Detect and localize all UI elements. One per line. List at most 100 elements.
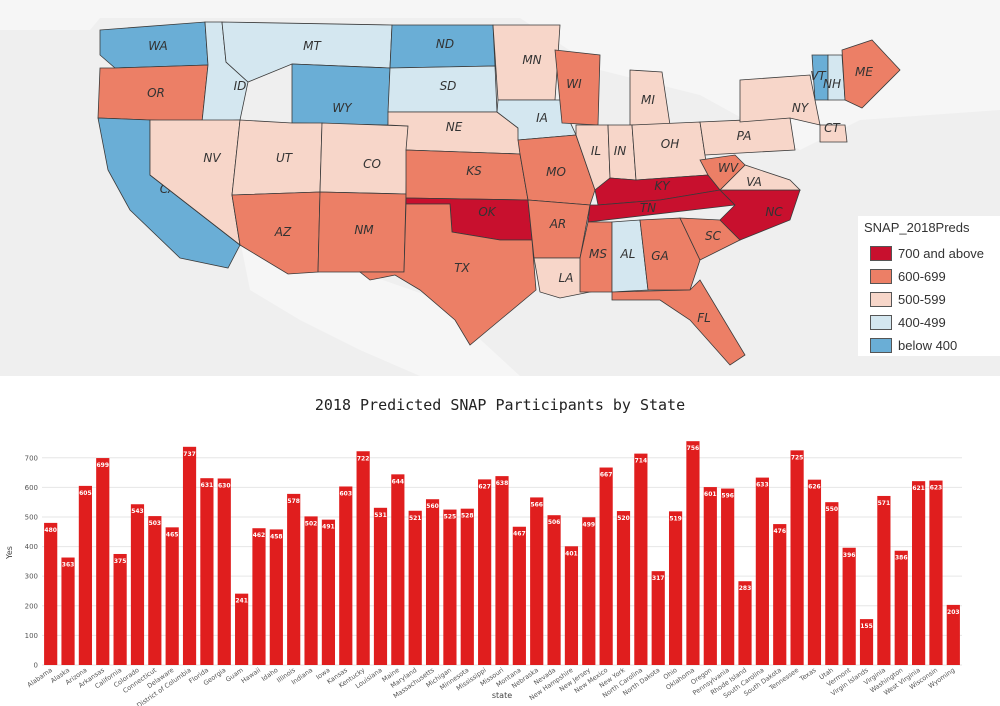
state-ny[interactable]: [739, 74, 821, 126]
bar[interactable]: [859, 619, 874, 665]
bar[interactable]: [478, 479, 492, 666]
bar-value-label: 203: [947, 609, 960, 616]
bar[interactable]: [61, 557, 75, 665]
state-label: IL: [591, 144, 601, 158]
bar[interactable]: [877, 495, 891, 665]
bar[interactable]: [495, 476, 509, 665]
bar[interactable]: [946, 604, 960, 665]
state-label: NV: [203, 151, 221, 165]
bar[interactable]: [842, 547, 856, 665]
legend-item[interactable]: 500-599: [870, 290, 946, 308]
bar[interactable]: [321, 519, 336, 665]
bar[interactable]: [651, 571, 665, 665]
bar[interactable]: [269, 529, 283, 665]
bar-value-label: 458: [270, 533, 283, 540]
bar[interactable]: [773, 524, 787, 665]
bar[interactable]: [634, 453, 648, 665]
bar-value-label: 633: [756, 482, 769, 489]
bar[interactable]: [217, 478, 231, 665]
bar[interactable]: [130, 504, 145, 665]
bar[interactable]: [78, 485, 92, 665]
bar[interactable]: [564, 546, 579, 665]
bar[interactable]: [373, 507, 388, 665]
bar-value-label: 386: [895, 555, 908, 562]
legend-item[interactable]: 700 and above: [870, 244, 984, 262]
legend-item[interactable]: 400-499: [870, 313, 946, 331]
x-tick-label: Hawaii: [240, 666, 263, 685]
bar[interactable]: [825, 502, 839, 665]
bar-value-label: 317: [652, 575, 665, 582]
bar[interactable]: [408, 510, 422, 665]
bar[interactable]: [235, 593, 249, 665]
state-nc[interactable]: [719, 189, 801, 241]
chart-title: 2018 Predicted SNAP Participants by Stat…: [314, 396, 686, 414]
bar[interactable]: [807, 479, 822, 665]
y-tick-label: 300: [25, 573, 38, 581]
bar-value-label: 476: [773, 528, 786, 535]
state-wv[interactable]: [699, 154, 746, 191]
bar[interactable]: [391, 474, 405, 665]
bar[interactable]: [339, 486, 353, 665]
state-wy[interactable]: [291, 63, 391, 126]
bar[interactable]: [599, 467, 613, 665]
bar-value-label: 499: [583, 521, 596, 528]
bar[interactable]: [44, 522, 58, 665]
state-label: OK: [478, 205, 496, 219]
bar[interactable]: [113, 553, 127, 665]
bar[interactable]: [929, 480, 943, 665]
bar[interactable]: [287, 493, 301, 665]
state-label: NE: [446, 120, 463, 134]
bar[interactable]: [148, 516, 162, 665]
state-fl[interactable]: [611, 279, 746, 366]
bar[interactable]: [200, 478, 214, 665]
bar[interactable]: [668, 511, 683, 665]
bar[interactable]: [530, 497, 544, 665]
bar[interactable]: [547, 515, 561, 665]
bar[interactable]: [182, 446, 197, 665]
bar[interactable]: [894, 550, 908, 665]
bar[interactable]: [703, 487, 717, 665]
state-me[interactable]: [841, 39, 901, 109]
bar[interactable]: [686, 441, 700, 665]
bar[interactable]: [356, 451, 370, 665]
state-label: FL: [697, 311, 711, 325]
bar-value-label: 630: [218, 482, 231, 489]
legend-item[interactable]: 600-699: [870, 267, 946, 285]
bar[interactable]: [252, 528, 266, 665]
choropleth-map[interactable]: WAORCAIDNVMTWYUTAZCONMNDSDNEKSOKTXMNIAMO…: [0, 0, 1000, 376]
state-ga[interactable]: [639, 217, 701, 291]
state-label: SC: [705, 229, 722, 243]
bar-value-label: 566: [530, 501, 543, 508]
bar[interactable]: [304, 516, 318, 665]
state-oh[interactable]: [631, 121, 709, 181]
bar[interactable]: [755, 477, 769, 665]
bar[interactable]: [721, 488, 735, 665]
bar[interactable]: [912, 481, 926, 665]
bar-value-label: 699: [96, 462, 109, 469]
bar[interactable]: [96, 458, 110, 665]
state-ms[interactable]: [579, 221, 613, 293]
bar-value-label: 375: [114, 558, 127, 565]
bar[interactable]: [582, 517, 596, 665]
bar-value-label: 578: [287, 498, 300, 505]
legend-swatch: [870, 268, 892, 284]
bar-value-label: 480: [44, 527, 57, 534]
bar[interactable]: [443, 509, 457, 665]
state-tx[interactable]: [358, 203, 537, 346]
bar-value-label: 560: [426, 503, 439, 510]
bar[interactable]: [425, 499, 440, 665]
bar[interactable]: [460, 508, 474, 665]
bar-value-label: 543: [131, 508, 144, 515]
bar[interactable]: [616, 511, 631, 665]
bar[interactable]: [738, 581, 752, 665]
state-label: CO: [363, 157, 381, 171]
bar[interactable]: [790, 450, 804, 665]
state-ct[interactable]: [819, 124, 848, 143]
state-label: CT: [824, 121, 841, 135]
bar[interactable]: [512, 526, 526, 665]
bar[interactable]: [165, 527, 179, 665]
legend-item[interactable]: below 400: [870, 336, 957, 354]
state-label: VT: [810, 69, 827, 83]
state-az[interactable]: [231, 191, 321, 275]
